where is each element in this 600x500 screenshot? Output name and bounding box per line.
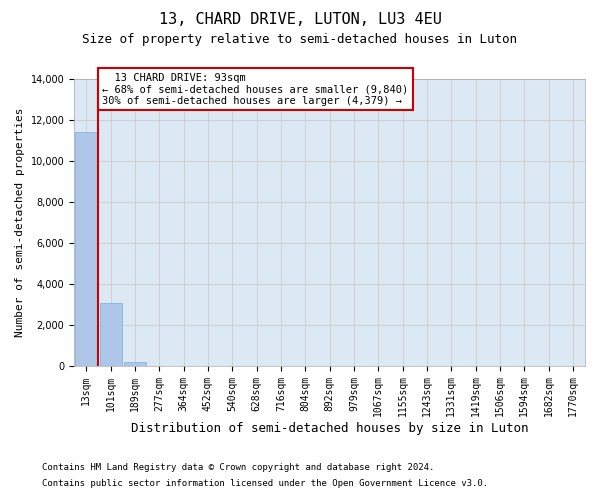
- Text: 13 CHARD DRIVE: 93sqm
← 68% of semi-detached houses are smaller (9,840)
30% of s: 13 CHARD DRIVE: 93sqm ← 68% of semi-deta…: [102, 72, 409, 106]
- Text: Contains HM Land Registry data © Crown copyright and database right 2024.: Contains HM Land Registry data © Crown c…: [42, 464, 434, 472]
- Text: 13, CHARD DRIVE, LUTON, LU3 4EU: 13, CHARD DRIVE, LUTON, LU3 4EU: [158, 12, 442, 28]
- Y-axis label: Number of semi-detached properties: Number of semi-detached properties: [15, 108, 25, 337]
- Text: Contains public sector information licensed under the Open Government Licence v3: Contains public sector information licen…: [42, 478, 488, 488]
- Bar: [100, 303, 122, 366]
- X-axis label: Distribution of semi-detached houses by size in Luton: Distribution of semi-detached houses by …: [131, 422, 529, 435]
- Bar: [124, 362, 146, 366]
- Bar: [76, 132, 97, 366]
- Text: Size of property relative to semi-detached houses in Luton: Size of property relative to semi-detach…: [83, 32, 517, 46]
